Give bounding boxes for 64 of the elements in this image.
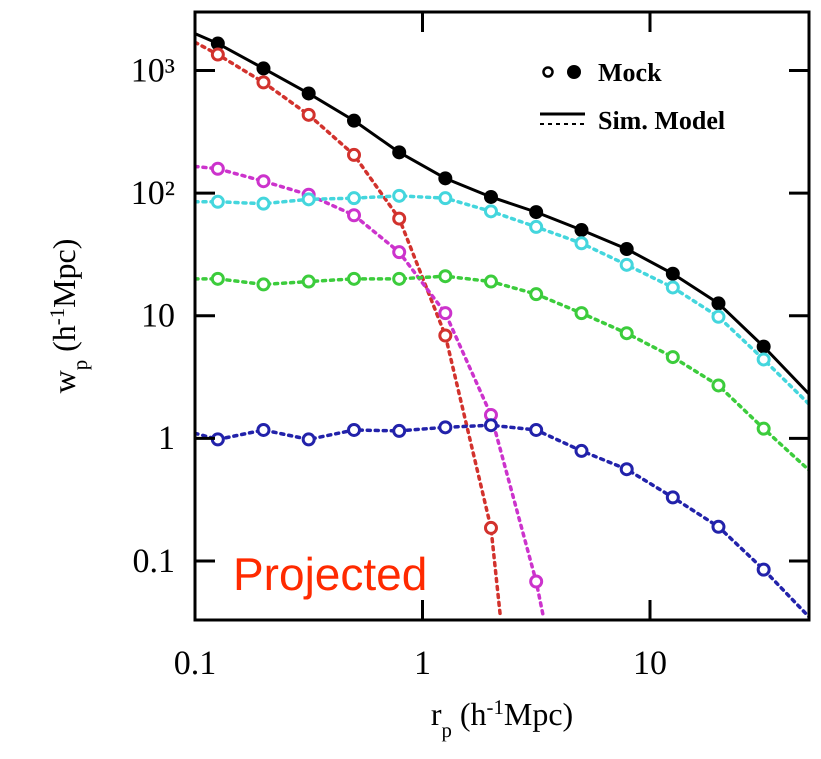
point [347, 272, 362, 286]
annotation: Projected [233, 548, 428, 600]
point [666, 350, 680, 364]
y-tick-label: 0.1 [132, 542, 175, 580]
point [256, 174, 270, 188]
point [711, 310, 726, 324]
x-tick-label: 1 [414, 645, 431, 682]
point [302, 274, 316, 289]
point [392, 188, 406, 203]
x-tick-label: 10 [632, 645, 667, 682]
point [756, 422, 771, 436]
legend-label: Sim. Model [598, 106, 726, 136]
point [210, 162, 225, 176]
point [392, 212, 406, 226]
point [438, 420, 452, 434]
point [302, 192, 316, 206]
y-tick-label: 10³ [130, 52, 175, 90]
point [529, 574, 544, 588]
point [711, 378, 726, 392]
x-axis-title: r$_{p}$ (h$^{-1}$Mpc) [430, 696, 574, 742]
x-tick-label: 0.1 [174, 645, 216, 682]
point [620, 326, 634, 340]
point [392, 272, 406, 286]
point [574, 236, 589, 250]
point [347, 208, 362, 222]
point [756, 562, 771, 577]
point [210, 272, 225, 286]
point [666, 490, 680, 504]
point [484, 204, 498, 218]
point [666, 280, 680, 294]
y-tick-label: 10² [130, 174, 175, 212]
point [210, 194, 225, 209]
point [529, 220, 544, 234]
point [302, 432, 316, 446]
point [756, 352, 771, 366]
point [574, 306, 589, 320]
point [438, 269, 452, 284]
point [529, 422, 544, 437]
point [347, 422, 362, 437]
point [210, 432, 225, 446]
point [302, 108, 316, 122]
y-tick-label: 1 [158, 420, 175, 458]
point [484, 520, 498, 535]
point [438, 328, 452, 342]
point [574, 444, 589, 458]
point [484, 274, 498, 289]
point [210, 48, 225, 62]
point [256, 422, 270, 437]
legend-label: Mock [598, 58, 662, 88]
point [256, 277, 270, 292]
point [620, 258, 634, 272]
point [484, 418, 498, 432]
point [392, 424, 406, 438]
point [256, 75, 270, 90]
point [711, 520, 726, 534]
point [620, 462, 634, 476]
point [347, 191, 362, 206]
point [438, 306, 452, 320]
point [529, 287, 544, 302]
point [438, 191, 452, 206]
point [256, 196, 270, 211]
y-tick-label: 10 [141, 298, 175, 335]
point [347, 148, 362, 162]
point [392, 245, 406, 260]
